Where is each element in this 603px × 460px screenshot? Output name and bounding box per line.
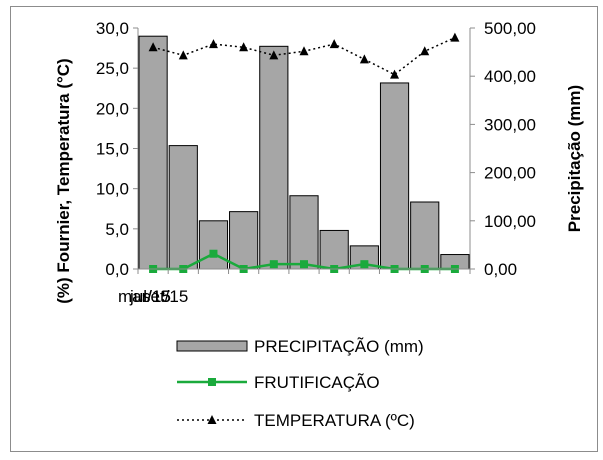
right-tick-label: 500,00: [484, 19, 536, 38]
precipitation-bar: [198, 220, 229, 270]
frutificacao-point: [300, 260, 308, 269]
precipitation-bars: [138, 35, 470, 270]
frutificacao-point: [209, 249, 218, 258]
legend-label-frutificacao: FRUTIFICAÇÃO: [254, 373, 380, 392]
legend: PRECIPITAÇÃO (mm) FRUTIFICAÇÃO TEMPERATURA…: [176, 337, 424, 430]
right-tick-label: 200,00: [484, 164, 536, 183]
temperatura-point: [450, 32, 460, 42]
temperatura-line: [152, 36, 456, 76]
precipitation-bar: [229, 211, 259, 270]
temperatura-point: [299, 46, 309, 56]
left-tick-label: 15,0: [96, 140, 129, 159]
temperatura-point: [239, 42, 249, 52]
axes: 0,0 5,0 10,0 15,0 20,0 25,0 30,0 0,00 100,00 200,…: [54, 19, 584, 306]
legend-label-precipitacao: PRECIPITAÇÃO (mm): [254, 337, 424, 356]
x-tick-label: jul/15: [129, 287, 171, 306]
temperatura-point: [390, 69, 400, 79]
temperatura-point: [359, 54, 369, 64]
precipitation-bar: [379, 82, 410, 270]
legend-swatch-precipitacao: [176, 340, 248, 352]
x-tick-label: mar/15: [118, 287, 171, 306]
precipitation-bar: [168, 145, 198, 270]
frutificacao-point: [269, 260, 278, 269]
right-tick-label: 300,00: [484, 115, 536, 134]
left-tick-label: 30,0: [96, 19, 129, 38]
precipitation-bar: [319, 229, 349, 270]
legend-marker-frutificacao: [208, 378, 216, 386]
left-tick-label: 5,0: [105, 220, 129, 239]
precipitation-bar: [410, 201, 440, 270]
left-tick-label: 20,0: [96, 99, 129, 118]
precipitation-bar: [138, 35, 168, 270]
temperatura-point: [269, 50, 279, 60]
left-tick-label: 25,0: [96, 59, 129, 78]
precipitation-bar: [289, 195, 319, 270]
temperatura-point: [329, 39, 339, 49]
right-axis-title: Precipitação (mm): [565, 85, 584, 232]
left-axis-title: (%) Fournier, Temperatura (°C): [54, 58, 73, 303]
precipitation-bar: [259, 45, 289, 270]
legend-label-temperatura: TEMPERATURA (ºC): [254, 411, 415, 430]
right-tick-label: 100,00: [484, 212, 536, 231]
right-tick-label: 0,00: [484, 260, 517, 279]
temperatura-point: [148, 42, 158, 52]
right-tick-label: 400,00: [484, 67, 536, 86]
legend-marker-temperatura: [207, 415, 217, 424]
frutificacao-point: [360, 260, 369, 269]
x-tick-label: set/15: [142, 287, 188, 306]
temperatura-point: [420, 46, 430, 56]
left-tick-label: 10,0: [96, 180, 129, 199]
temperatura-point: [208, 39, 218, 49]
temperatura-point: [178, 50, 188, 60]
left-tick-label: 0,0: [105, 260, 129, 279]
